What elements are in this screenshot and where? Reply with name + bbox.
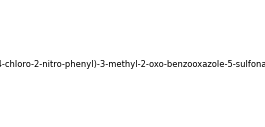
Text: N-(4-chloro-2-nitro-phenyl)-3-methyl-2-oxo-benzooxazole-5-sulfonamide: N-(4-chloro-2-nitro-phenyl)-3-methyl-2-o… <box>0 60 265 69</box>
